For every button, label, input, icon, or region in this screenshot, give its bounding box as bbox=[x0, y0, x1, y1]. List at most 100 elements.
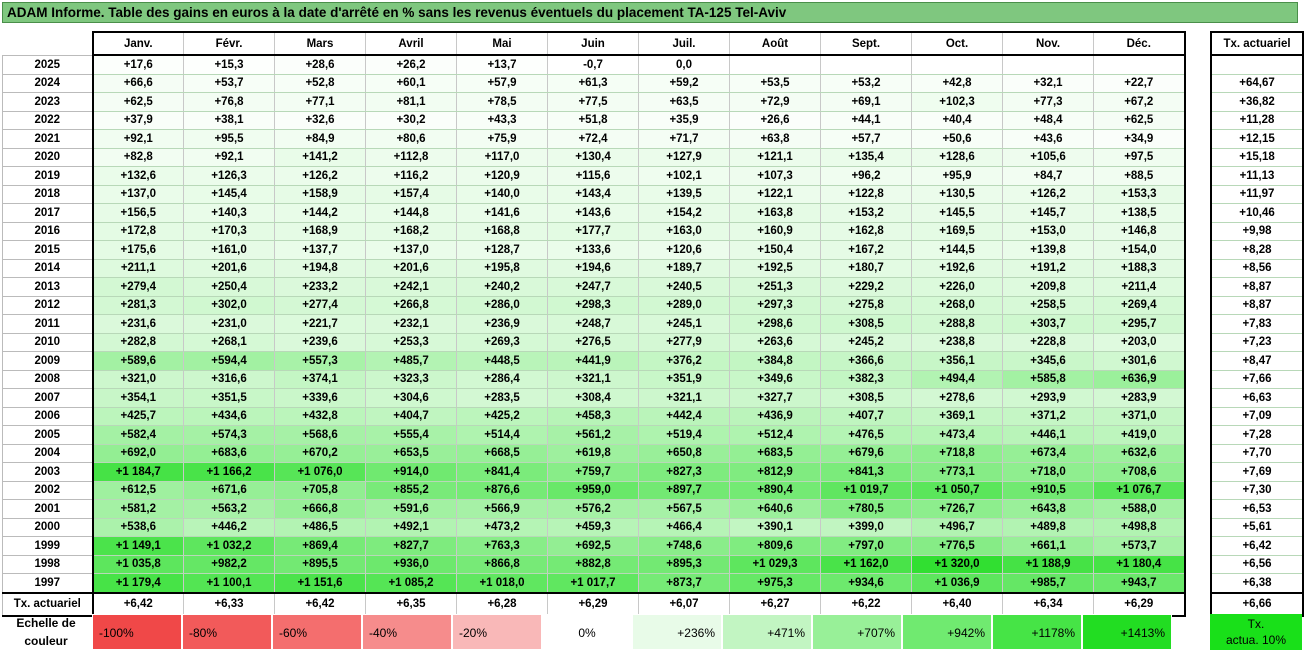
gain-cell: +650,8 bbox=[638, 443, 730, 463]
gain-cell: +26,2 bbox=[365, 54, 457, 75]
gain-cell: +780,5 bbox=[820, 499, 912, 519]
gain-cell: +369,1 bbox=[911, 406, 1003, 426]
gain-cell: +32,1 bbox=[1002, 73, 1094, 93]
gain-cell: +145,4 bbox=[183, 184, 275, 204]
gain-cell: +866,8 bbox=[456, 554, 548, 574]
gain-cell: +632,6 bbox=[1093, 443, 1186, 463]
actuarial-rate-cell: +12,15 bbox=[1210, 129, 1304, 149]
gain-cell: +301,6 bbox=[1093, 351, 1186, 371]
gain-cell: +140,3 bbox=[183, 203, 275, 223]
gain-cell: +239,6 bbox=[274, 332, 366, 352]
gain-cell: +374,1 bbox=[274, 369, 366, 389]
gain-cell: +446,1 bbox=[1002, 425, 1094, 445]
year-cell: 2003 bbox=[2, 462, 93, 482]
table-row: 2009 +589,6 +594,4 +557,3 +485,7 +448,5 +441,9… bbox=[2, 351, 1186, 371]
table-row: 2002 +612,5 +671,6 +705,8 +855,2 +876,6 +959,0… bbox=[2, 480, 1186, 500]
legend-swatch: +1413% bbox=[1082, 614, 1172, 650]
table-row: 2011 +231,6 +231,0 +221,7 +232,1 +236,9 +248,7… bbox=[2, 314, 1186, 334]
side-row: +10,46 bbox=[1210, 203, 1304, 223]
gain-cell: +419,0 bbox=[1093, 425, 1186, 445]
side-row: +11,97 bbox=[1210, 184, 1304, 204]
gain-cell: +567,5 bbox=[638, 499, 730, 519]
gain-cell: +827,3 bbox=[638, 462, 730, 482]
gain-cell: +156,5 bbox=[91, 203, 184, 223]
gain-cell: +144,5 bbox=[911, 240, 1003, 260]
legend-label-line2: couleur bbox=[24, 634, 68, 648]
gain-cell: +140,0 bbox=[456, 184, 548, 204]
gain-cell: +32,6 bbox=[274, 110, 366, 130]
gain-cell: +1 085,2 bbox=[365, 573, 457, 593]
gain-cell: +643,8 bbox=[1002, 499, 1094, 519]
gain-cell: +382,3 bbox=[820, 369, 912, 389]
gain-cell: +38,1 bbox=[183, 110, 275, 130]
actuarial-rate-cell: +64,67 bbox=[1210, 73, 1304, 93]
gain-cell: +117,0 bbox=[456, 147, 548, 167]
gain-cell: +268,1 bbox=[183, 332, 275, 352]
gain-cell: +160,9 bbox=[729, 221, 821, 241]
gain-cell: +120,9 bbox=[456, 166, 548, 186]
year-cell: 2006 bbox=[2, 406, 93, 426]
actuarial-rate-cell: +7,30 bbox=[1210, 480, 1304, 500]
gain-cell: +245,1 bbox=[638, 314, 730, 334]
actuarial-rate-cell: +8,87 bbox=[1210, 295, 1304, 315]
gain-cell: +653,5 bbox=[365, 443, 457, 463]
gain-cell: +371,0 bbox=[1093, 406, 1186, 426]
gain-cell: +77,3 bbox=[1002, 92, 1094, 112]
gain-cell: +1 180,4 bbox=[1093, 554, 1186, 574]
actuarial-rate-cell: +10,46 bbox=[1210, 203, 1304, 223]
gain-cell: +763,3 bbox=[456, 536, 548, 556]
gain-cell: +425,2 bbox=[456, 406, 548, 426]
table-row: 2020 +82,8 +92,1 +141,2 +112,8 +117,0 +130,4 +1… bbox=[2, 147, 1186, 167]
gain-cell: +163,8 bbox=[729, 203, 821, 223]
gain-cell: +897,7 bbox=[638, 480, 730, 500]
gain-cell: +366,6 bbox=[820, 351, 912, 371]
gain-cell: +494,4 bbox=[911, 369, 1003, 389]
year-cell: 2023 bbox=[2, 92, 93, 112]
legend-swatch: -60% bbox=[272, 614, 362, 650]
gain-cell: +95,5 bbox=[183, 129, 275, 149]
gain-cell: +72,9 bbox=[729, 92, 821, 112]
side-row: +7,83 bbox=[1210, 314, 1304, 334]
gain-cell: +295,7 bbox=[1093, 314, 1186, 334]
gain-cell: +126,3 bbox=[183, 166, 275, 186]
gain-cell: +276,5 bbox=[547, 332, 639, 352]
gain-cell: +612,5 bbox=[91, 480, 184, 500]
gain-cell: +708,6 bbox=[1093, 462, 1186, 482]
gain-cell: +84,9 bbox=[274, 129, 366, 149]
gain-cell: +211,1 bbox=[91, 258, 184, 278]
month-header: Janv. bbox=[91, 31, 184, 56]
gain-cell: +1 179,4 bbox=[91, 573, 184, 593]
gain-cell: +873,7 bbox=[638, 573, 730, 593]
gain-cell bbox=[820, 54, 912, 75]
year-cell: 2013 bbox=[2, 277, 93, 297]
gain-cell: +145,5 bbox=[911, 203, 1003, 223]
gain-cell: +286,0 bbox=[456, 295, 548, 315]
gain-cell: +153,2 bbox=[820, 203, 912, 223]
gain-cell: +245,2 bbox=[820, 332, 912, 352]
gain-cell: +251,3 bbox=[729, 277, 821, 297]
average-cell: +6,42 bbox=[91, 591, 184, 617]
gain-cell: +404,7 bbox=[365, 406, 457, 426]
gain-cell: +1 050,7 bbox=[911, 480, 1003, 500]
gain-cell: +561,2 bbox=[547, 425, 639, 445]
gain-cell: +221,7 bbox=[274, 314, 366, 334]
gain-cell bbox=[1002, 54, 1094, 75]
side-row: +6,56 bbox=[1210, 554, 1304, 574]
side-header: Tx. actuariel bbox=[1210, 31, 1304, 56]
actuarial-rate-cell: +11,28 bbox=[1210, 110, 1304, 130]
gain-cell: +869,4 bbox=[274, 536, 366, 556]
gain-cell: +797,0 bbox=[820, 536, 912, 556]
gain-cell: +473,2 bbox=[456, 517, 548, 537]
gain-cell: +195,8 bbox=[456, 258, 548, 278]
gain-cell: +13,7 bbox=[456, 54, 548, 75]
gain-cell: +115,6 bbox=[547, 166, 639, 186]
actuarial-rate-table: Tx. actuariel +64,67 +36,82 +11,28 +12,15 +1… bbox=[1210, 31, 1304, 617]
gain-cell: +351,5 bbox=[183, 388, 275, 408]
year-cell: 2025 bbox=[2, 54, 93, 75]
legend-swatch: +707% bbox=[812, 614, 902, 650]
gain-cell: +130,4 bbox=[547, 147, 639, 167]
gain-cell: +1 019,7 bbox=[820, 480, 912, 500]
gain-cell: +144,8 bbox=[365, 203, 457, 223]
gain-cell: +588,0 bbox=[1093, 499, 1186, 519]
average-label: Tx. actuariel bbox=[2, 591, 93, 617]
